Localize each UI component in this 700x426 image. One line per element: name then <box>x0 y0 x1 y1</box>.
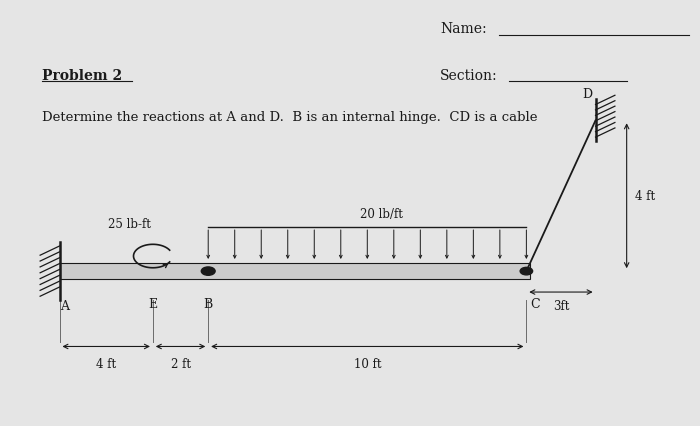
Text: Name:: Name: <box>440 23 486 36</box>
Circle shape <box>520 268 533 275</box>
Text: E: E <box>148 297 158 310</box>
Text: Section:: Section: <box>440 68 498 82</box>
Text: Determine the reactions at A and D.  B is an internal hinge.  CD is a cable: Determine the reactions at A and D. B is… <box>42 111 538 124</box>
Text: 20 lb/ft: 20 lb/ft <box>360 207 402 220</box>
Text: 4 ft: 4 ft <box>96 357 116 371</box>
Text: 2 ft: 2 ft <box>171 357 190 371</box>
Text: C: C <box>530 297 540 310</box>
FancyBboxPatch shape <box>60 263 530 280</box>
Text: 3ft: 3ft <box>553 299 569 312</box>
Text: 10 ft: 10 ft <box>354 357 381 371</box>
Text: 4 ft: 4 ft <box>635 190 655 203</box>
Text: D: D <box>582 88 592 101</box>
Text: Problem 2: Problem 2 <box>42 68 122 82</box>
Circle shape <box>202 267 215 276</box>
Text: 25 lb-ft: 25 lb-ft <box>108 218 150 230</box>
Text: A: A <box>60 299 69 312</box>
Text: B: B <box>204 297 213 310</box>
